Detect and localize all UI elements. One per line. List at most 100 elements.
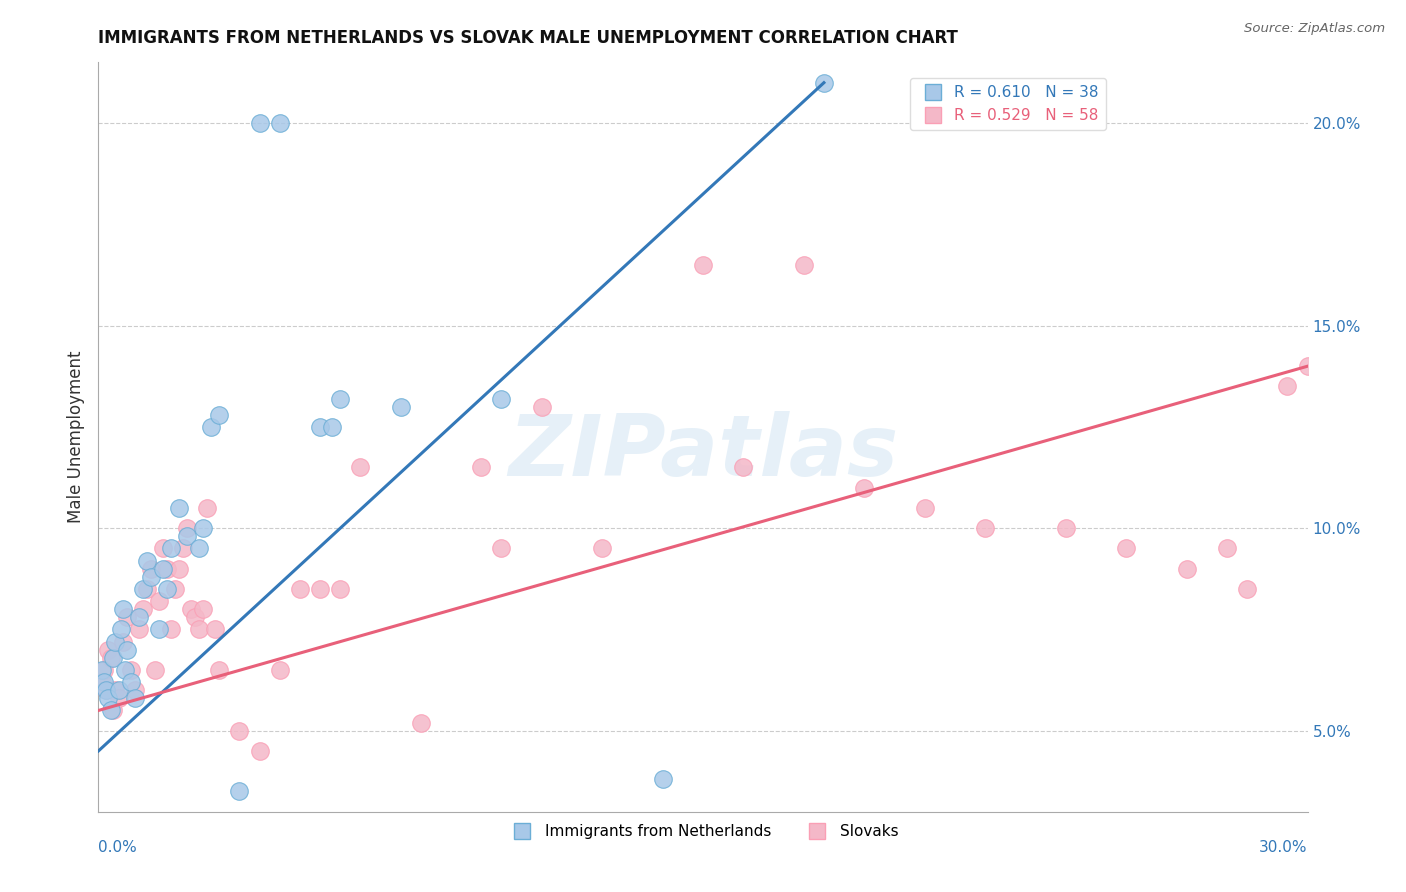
Point bbox=[135, 553, 157, 567]
Point bbox=[111, 602, 134, 616]
Point bbox=[813, 76, 835, 90]
Point bbox=[124, 691, 146, 706]
Point bbox=[103, 683, 125, 698]
Y-axis label: Male Unemployment: Male Unemployment bbox=[66, 351, 84, 524]
Point bbox=[180, 602, 202, 616]
Point bbox=[132, 602, 155, 616]
Point bbox=[329, 582, 352, 596]
Text: IMMIGRANTS FROM NETHERLANDS VS SLOVAK MALE UNEMPLOYMENT CORRELATION CHART: IMMIGRANTS FROM NETHERLANDS VS SLOVAK MA… bbox=[98, 29, 959, 47]
Point bbox=[100, 650, 122, 665]
Point bbox=[93, 663, 115, 677]
Point bbox=[1316, 562, 1339, 576]
Point bbox=[1216, 541, 1239, 556]
Point bbox=[193, 521, 215, 535]
Point bbox=[1296, 359, 1319, 374]
Point bbox=[176, 521, 198, 535]
Point bbox=[101, 703, 124, 717]
Point bbox=[193, 602, 215, 616]
Point bbox=[93, 675, 115, 690]
Point bbox=[91, 675, 114, 690]
Point bbox=[120, 675, 142, 690]
Point bbox=[208, 408, 231, 422]
Point bbox=[160, 541, 183, 556]
Point bbox=[97, 642, 120, 657]
Point bbox=[692, 258, 714, 272]
Point bbox=[128, 610, 150, 624]
Point bbox=[309, 420, 332, 434]
Point bbox=[1054, 521, 1077, 535]
Point bbox=[176, 529, 198, 543]
Point bbox=[1175, 562, 1198, 576]
Point bbox=[321, 420, 343, 434]
Point bbox=[96, 683, 118, 698]
Point bbox=[167, 500, 190, 515]
Text: ZIPatlas: ZIPatlas bbox=[508, 410, 898, 493]
Point bbox=[389, 400, 412, 414]
Text: Source: ZipAtlas.com: Source: ZipAtlas.com bbox=[1244, 22, 1385, 36]
Point bbox=[101, 650, 124, 665]
Point bbox=[100, 703, 122, 717]
Point bbox=[591, 541, 613, 556]
Point bbox=[288, 582, 311, 596]
Text: 30.0%: 30.0% bbox=[1260, 840, 1308, 855]
Point bbox=[111, 634, 134, 648]
Point bbox=[651, 772, 673, 787]
Point bbox=[110, 623, 132, 637]
Point bbox=[139, 570, 162, 584]
Point bbox=[148, 594, 170, 608]
Text: 0.0%: 0.0% bbox=[98, 840, 138, 855]
Point bbox=[156, 562, 179, 576]
Point bbox=[148, 623, 170, 637]
Point bbox=[249, 744, 271, 758]
Point bbox=[733, 460, 755, 475]
Point bbox=[491, 392, 513, 406]
Point bbox=[152, 541, 174, 556]
Point bbox=[128, 623, 150, 637]
Point bbox=[200, 420, 222, 434]
Point bbox=[1236, 582, 1258, 596]
Point bbox=[793, 258, 815, 272]
Point bbox=[103, 634, 125, 648]
Point bbox=[152, 562, 174, 576]
Point bbox=[172, 541, 194, 556]
Point bbox=[115, 642, 138, 657]
Point bbox=[228, 723, 250, 738]
Point bbox=[97, 691, 120, 706]
Point bbox=[107, 683, 129, 698]
Point bbox=[269, 663, 291, 677]
Point bbox=[115, 610, 138, 624]
Point bbox=[409, 715, 432, 730]
Point bbox=[135, 582, 157, 596]
Point bbox=[188, 541, 211, 556]
Point bbox=[1277, 379, 1299, 393]
Point bbox=[139, 562, 162, 576]
Point bbox=[491, 541, 513, 556]
Point bbox=[530, 400, 553, 414]
Point bbox=[974, 521, 997, 535]
Point bbox=[167, 562, 190, 576]
Point bbox=[329, 392, 352, 406]
Point bbox=[96, 683, 118, 698]
Point bbox=[107, 691, 129, 706]
Point bbox=[184, 610, 207, 624]
Point bbox=[470, 460, 492, 475]
Legend: Immigrants from Netherlands, Slovaks: Immigrants from Netherlands, Slovaks bbox=[501, 818, 905, 846]
Point bbox=[309, 582, 332, 596]
Point bbox=[91, 663, 114, 677]
Point bbox=[1115, 541, 1137, 556]
Point bbox=[208, 663, 231, 677]
Point bbox=[143, 663, 166, 677]
Point bbox=[156, 582, 179, 596]
Point bbox=[124, 683, 146, 698]
Point bbox=[132, 582, 155, 596]
Point bbox=[249, 116, 271, 130]
Point bbox=[269, 116, 291, 130]
Point bbox=[349, 460, 371, 475]
Point bbox=[204, 623, 226, 637]
Point bbox=[188, 623, 211, 637]
Point bbox=[853, 481, 876, 495]
Point bbox=[160, 623, 183, 637]
Point bbox=[914, 500, 936, 515]
Point bbox=[114, 663, 136, 677]
Point bbox=[195, 500, 218, 515]
